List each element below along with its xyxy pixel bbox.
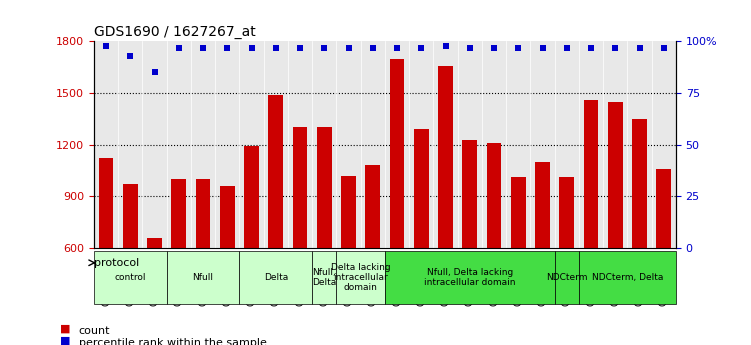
- Text: NDCterm: NDCterm: [546, 273, 587, 282]
- Text: ■: ■: [60, 323, 71, 333]
- FancyBboxPatch shape: [555, 251, 579, 304]
- Bar: [656, 169, 671, 345]
- Text: percentile rank within the sample: percentile rank within the sample: [79, 338, 267, 345]
- Bar: [511, 177, 526, 345]
- Bar: [123, 184, 137, 345]
- Text: count: count: [79, 326, 110, 336]
- Bar: [341, 176, 356, 345]
- Bar: [608, 102, 623, 345]
- Bar: [293, 128, 307, 345]
- Bar: [171, 179, 186, 345]
- Text: Nfull, Delta lacking
intracellular domain: Nfull, Delta lacking intracellular domai…: [424, 268, 515, 287]
- Bar: [269, 95, 283, 345]
- Bar: [220, 186, 234, 345]
- Bar: [439, 66, 453, 345]
- Bar: [559, 177, 574, 345]
- Bar: [366, 165, 380, 345]
- Bar: [390, 59, 404, 345]
- FancyBboxPatch shape: [579, 251, 676, 304]
- FancyBboxPatch shape: [336, 251, 385, 304]
- Text: control: control: [114, 273, 146, 282]
- Text: NDCterm, Delta: NDCterm, Delta: [592, 273, 663, 282]
- Bar: [487, 143, 502, 345]
- FancyBboxPatch shape: [312, 251, 336, 304]
- Bar: [584, 100, 599, 345]
- Bar: [244, 146, 259, 345]
- Bar: [632, 119, 647, 345]
- Bar: [535, 162, 550, 345]
- Text: ■: ■: [60, 335, 71, 345]
- Text: GDS1690 / 1627267_at: GDS1690 / 1627267_at: [94, 25, 255, 39]
- Bar: [196, 179, 210, 345]
- Bar: [317, 128, 331, 345]
- Bar: [463, 139, 477, 345]
- Text: Delta lacking
intracellular
domain: Delta lacking intracellular domain: [331, 263, 391, 293]
- Text: Nfull,
Delta: Nfull, Delta: [312, 268, 336, 287]
- FancyBboxPatch shape: [240, 251, 312, 304]
- FancyBboxPatch shape: [167, 251, 240, 304]
- Bar: [98, 158, 113, 345]
- Bar: [147, 238, 161, 345]
- Text: protocol: protocol: [94, 258, 139, 268]
- Text: Delta: Delta: [264, 273, 288, 282]
- Text: Nfull: Nfull: [192, 273, 213, 282]
- FancyBboxPatch shape: [385, 251, 555, 304]
- FancyBboxPatch shape: [94, 251, 167, 304]
- Bar: [414, 129, 429, 345]
